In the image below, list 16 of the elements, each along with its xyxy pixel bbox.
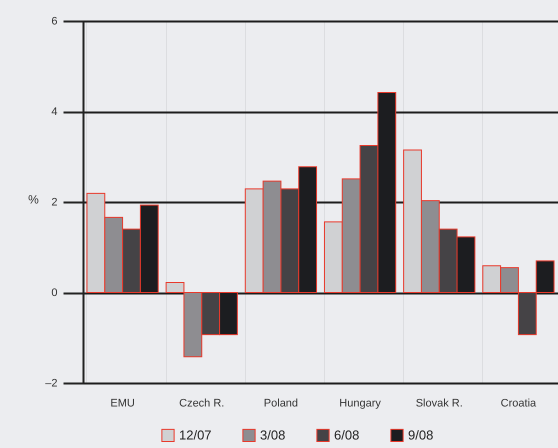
y-tick-label: –2 — [45, 378, 58, 390]
x-tick-label: EMU — [110, 398, 135, 410]
x-tick-label: Slovak R. — [416, 398, 463, 410]
x-tick-label: Poland — [264, 398, 298, 410]
x-tick-label: Croatia — [500, 398, 538, 410]
y-tick-label: 0 — [51, 287, 58, 299]
y-tick-label: 4 — [51, 106, 58, 118]
legend-label: 9/08 — [408, 427, 434, 442]
y-axis-title: % — [28, 192, 40, 206]
x-tick-label: Hungary — [339, 398, 382, 410]
legend-label: 12/07 — [179, 427, 212, 442]
legend-label: 3/08 — [260, 427, 286, 442]
legend-label: 6/08 — [334, 427, 360, 442]
y-tick-label: 6 — [51, 16, 58, 28]
x-tick-label: Czech R. — [179, 398, 224, 410]
y-tick-label: 2 — [51, 196, 58, 208]
